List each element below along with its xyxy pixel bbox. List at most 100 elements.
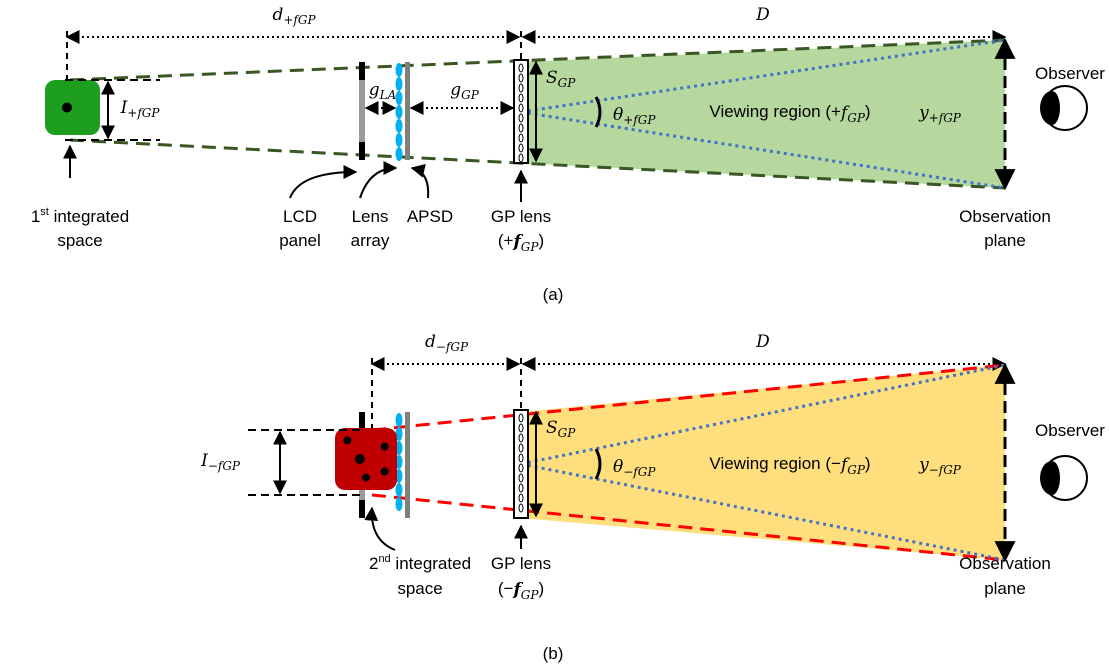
distance-near-label: d+fGP — [272, 5, 316, 27]
observer-label: Observer — [1035, 64, 1105, 83]
aperture-label-part: S — [546, 68, 558, 88]
plane-label: plane — [984, 231, 1026, 250]
space-label-part: nd — [378, 553, 390, 565]
dice-pip — [355, 454, 365, 464]
lcd-label: panel — [279, 231, 321, 250]
pointer — [290, 172, 356, 198]
lens-element — [396, 413, 403, 427]
gp-lens-label-part: (+ — [498, 231, 514, 250]
gp-lens-label-part: (− — [498, 579, 514, 598]
gap-gp-label-part: GP — [461, 88, 480, 102]
angle-label-part: +fGP — [623, 113, 656, 127]
image-size-label: I−fGP — [200, 451, 241, 473]
space-label-part: space — [57, 231, 102, 250]
gap-gp-label-part: g — [450, 80, 461, 100]
distance-far-label: D — [755, 332, 770, 352]
region-label-part: Viewing region (+ — [709, 102, 841, 121]
pupil — [1040, 461, 1060, 495]
observer-label: Observer — [1035, 421, 1105, 440]
distance-near-label-part: d — [425, 332, 436, 352]
plane-label-part: plane — [984, 231, 1026, 250]
gp-lens-label-part: GP lens — [491, 554, 551, 573]
lens-array-label: Lens — [352, 207, 389, 226]
gp-lens-label-part: GP lens — [491, 207, 551, 226]
lcd-label-part: panel — [279, 231, 321, 250]
distance-near-label-part: −fGP — [436, 340, 469, 354]
apsd-label: APSD — [407, 207, 453, 226]
pointer — [372, 508, 395, 550]
lcd-label: LCD — [283, 207, 317, 226]
space-label-part: 2 — [369, 554, 378, 573]
angle-label-part: θ — [613, 457, 623, 477]
gp-lens-label: (+fGP) — [498, 231, 544, 253]
pupil — [1040, 91, 1060, 125]
gp-lens-label: (−fGP) — [498, 579, 544, 601]
dice-pip — [62, 103, 72, 113]
space-label-part: 1 — [31, 207, 40, 226]
width-label-part: +fGP — [929, 111, 962, 125]
dice-pip — [343, 436, 351, 444]
distance-far-label-part: D — [755, 332, 770, 352]
space-label: 1st integrated — [31, 206, 129, 227]
gap-la-label-part: g — [369, 80, 380, 100]
lcd-panel-edge — [359, 62, 365, 80]
caption: (b) — [543, 644, 564, 663]
gp-lens-label-part: ) — [538, 231, 544, 250]
gap-gp-label: gGP — [450, 80, 479, 102]
aperture-label-part: GP — [558, 426, 577, 440]
angle-label-part: −fGP — [623, 465, 656, 479]
gp-lens-label-part: ) — [538, 579, 544, 598]
lens-element — [396, 91, 403, 105]
lens-array-label: array — [351, 231, 390, 250]
lens-element — [396, 483, 403, 497]
dice-pip — [362, 474, 370, 482]
observer-label-part: Observer — [1035, 421, 1105, 440]
pointer — [360, 168, 396, 198]
gap-la-label-part: LA — [379, 88, 397, 102]
pointer — [412, 168, 428, 198]
apsd — [405, 62, 410, 160]
aperture-label-part: GP — [558, 76, 577, 90]
space-label: space — [397, 579, 442, 598]
apsd — [405, 412, 410, 518]
lens-element — [396, 497, 403, 511]
lens-element — [396, 119, 403, 133]
caption-part: (b) — [543, 644, 564, 663]
region-label: Viewing region (−fGP) — [709, 454, 870, 476]
distance-near-label-part: +fGP — [283, 13, 316, 27]
dice — [45, 80, 100, 135]
lens-array-label-part: Lens — [352, 207, 389, 226]
plane-label: Observation — [959, 207, 1051, 226]
width-label-part: y — [918, 455, 929, 475]
region-label-part: ) — [865, 454, 871, 473]
plane-label: plane — [984, 579, 1026, 598]
region-label: Viewing region (+fGP) — [709, 102, 870, 124]
distance-near-label: d−fGP — [425, 332, 469, 354]
lens-element — [396, 77, 403, 91]
dice-pip — [381, 467, 389, 475]
width-label-part: y — [918, 103, 929, 123]
dice-pip — [381, 443, 389, 451]
gp-lens-label: GP lens — [491, 554, 551, 573]
space-label-part: integrated — [391, 554, 471, 573]
apsd-label-part: APSD — [407, 207, 453, 226]
lens-array-label-part: array — [351, 231, 390, 250]
observer-label-part: Observer — [1035, 64, 1105, 83]
plane-label-part: Observation — [959, 554, 1051, 573]
caption-part: (a) — [543, 285, 564, 304]
lens-element — [396, 147, 403, 161]
gp-lens-label-part: GP — [521, 240, 540, 254]
figure: d+fGPDθ+fGPViewing region (+fGP)y+fGPSGP… — [0, 0, 1109, 672]
region-label-part: GP — [847, 111, 866, 125]
lcd-panel-edge — [359, 142, 365, 160]
aperture-label-part: S — [546, 418, 558, 438]
region-label-part: GP — [847, 463, 866, 477]
image-size-label-part: −fGP — [208, 459, 241, 473]
plane-label-part: plane — [984, 579, 1026, 598]
caption: (a) — [543, 285, 564, 304]
region-label-part: ) — [865, 102, 871, 121]
lens-element — [396, 63, 403, 77]
angle-label-part: θ — [613, 105, 623, 125]
lens-element — [396, 105, 403, 119]
lens-element — [396, 133, 403, 147]
